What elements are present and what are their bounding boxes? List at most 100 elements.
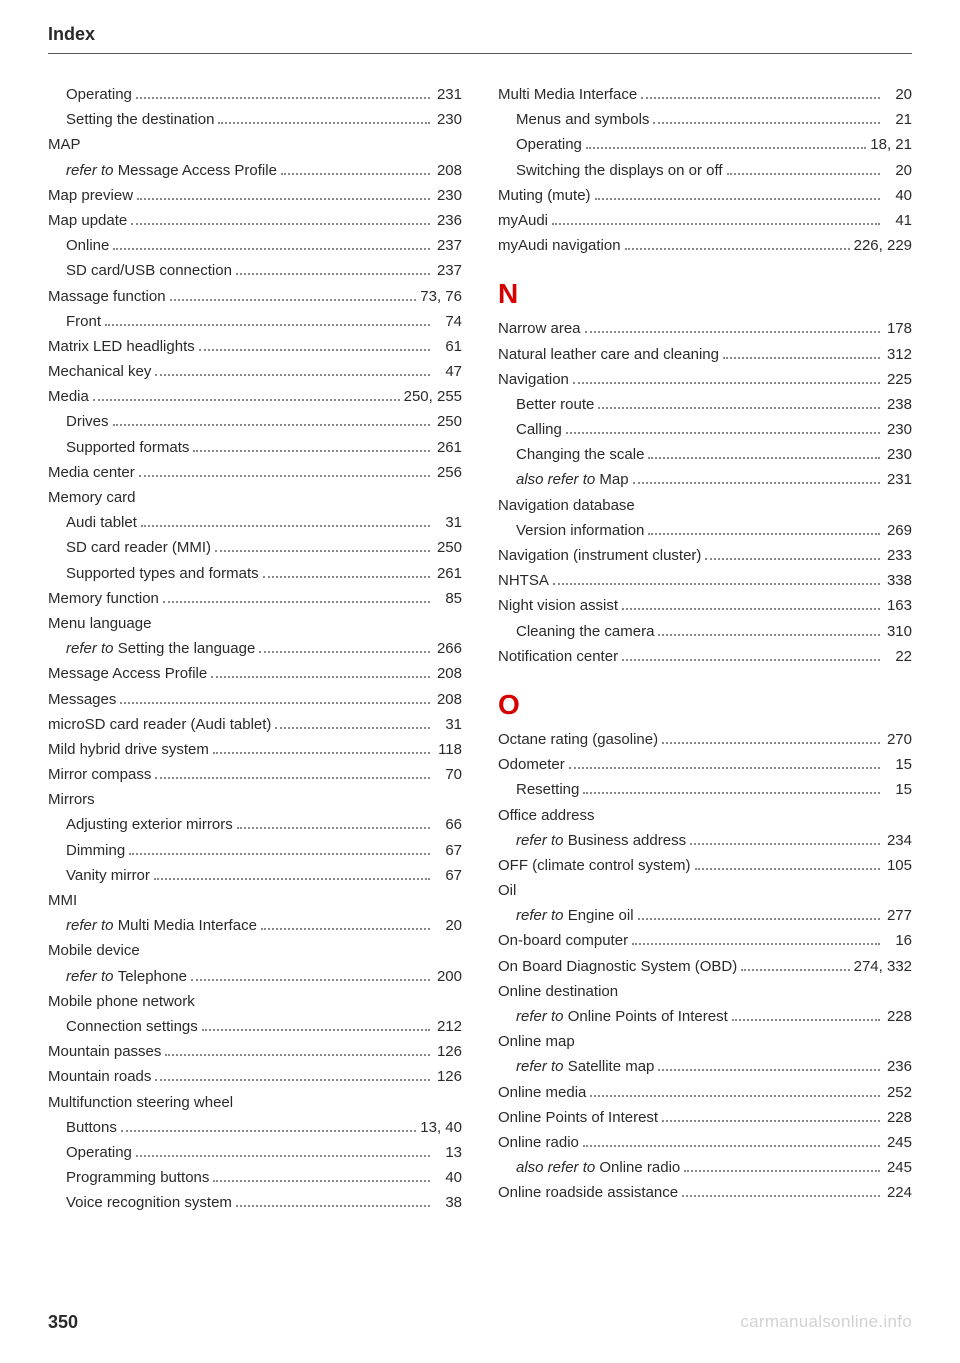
index-entry-page: 233 [884, 543, 912, 568]
index-entry: refer to Multi Media Interface20 [48, 913, 462, 938]
leader-dots [137, 198, 430, 200]
index-heading: MAP [48, 132, 462, 157]
index-entry: Mild hybrid drive system118 [48, 737, 462, 762]
index-entry: On Board Diagnostic System (OBD)274, 332 [498, 954, 912, 979]
index-entry-label: Message Access Profile [48, 661, 207, 686]
index-entry: Switching the displays on or off20 [498, 158, 912, 183]
index-entry-label: microSD card reader (Audi tablet) [48, 712, 271, 737]
index-entry-label: Operating [516, 132, 582, 157]
leader-dots [136, 97, 430, 99]
index-entry-label: Supported types and formats [66, 561, 259, 586]
index-heading: Online destination [498, 979, 912, 1004]
index-entry-page: 230 [884, 417, 912, 442]
index-heading: MMI [48, 888, 462, 913]
index-entry-label: Changing the scale [516, 442, 644, 467]
index-entry: Octane rating (gasoline)270 [498, 727, 912, 752]
index-entry: Media250, 255 [48, 384, 462, 409]
index-entry: Odometer15 [498, 752, 912, 777]
index-heading: Multifunction steering wheel [48, 1090, 462, 1115]
leader-dots [113, 424, 430, 426]
index-entry-page: 126 [434, 1064, 462, 1089]
index-entry-page: 310 [884, 619, 912, 644]
leader-dots [682, 1195, 880, 1197]
index-entry: Matrix LED headlights 61 [48, 334, 462, 359]
index-entry-label: Map update [48, 208, 127, 233]
index-entry-page: 250, 255 [404, 384, 462, 409]
leader-dots [658, 634, 880, 636]
leader-dots [641, 97, 880, 99]
index-entry-page: 261 [434, 561, 462, 586]
index-entry-page: 312 [884, 342, 912, 367]
index-entry: Navigation225 [498, 367, 912, 392]
index-entry: microSD card reader (Audi tablet)31 [48, 712, 462, 737]
index-entry-label: Resetting [516, 777, 579, 802]
leader-dots [202, 1029, 430, 1031]
leader-dots [218, 122, 430, 124]
index-entry: Mountain roads126 [48, 1064, 462, 1089]
index-entry-page: 15 [884, 752, 912, 777]
index-entry-page: 228 [884, 1004, 912, 1029]
index-entry-page: 61 [434, 334, 462, 359]
index-entry: Notification center22 [498, 644, 912, 669]
index-entry-label: Better route [516, 392, 594, 417]
index-entry-label: Version information [516, 518, 644, 543]
index-entry: On-board computer16 [498, 928, 912, 953]
index-entry-label: Connection settings [66, 1014, 198, 1039]
index-entry: Vanity mirror67 [48, 863, 462, 888]
index-entry-page: 237 [434, 233, 462, 258]
index-entry-label: Online media [498, 1080, 586, 1105]
leader-dots [136, 1155, 430, 1157]
index-entry: OFF (climate control system)105 [498, 853, 912, 878]
index-entry-page: 245 [884, 1130, 912, 1155]
index-entry-page: 38 [434, 1190, 462, 1215]
index-entry-label: Octane rating (gasoline) [498, 727, 658, 752]
leader-dots [622, 608, 880, 610]
index-entry-label: Mechanical key [48, 359, 151, 384]
index-entry-label: Notification center [498, 644, 618, 669]
leader-dots [583, 1145, 880, 1147]
index-entry: Menus and symbols21 [498, 107, 912, 132]
leader-dots [586, 147, 866, 149]
index-entry-page: 47 [434, 359, 462, 384]
index-entry-label: refer to Message Access Profile [66, 158, 277, 183]
index-entry: SD card reader (MMI)250 [48, 535, 462, 560]
index-entry-page: 67 [434, 863, 462, 888]
index-entry: Connection settings212 [48, 1014, 462, 1039]
index-entry-label: myAudi navigation [498, 233, 621, 258]
leader-dots [163, 601, 430, 603]
leader-dots [263, 576, 430, 578]
index-entry: refer to Setting the language266 [48, 636, 462, 661]
index-heading: Mobile phone network [48, 989, 462, 1014]
index-entry: Narrow area178 [498, 316, 912, 341]
index-entry: also refer to Online radio245 [498, 1155, 912, 1180]
index-heading: Navigation database [498, 493, 912, 518]
index-entry-label: Matrix LED headlights [48, 334, 195, 359]
index-entry: Audi tablet31 [48, 510, 462, 535]
index-entry: Programming buttons40 [48, 1165, 462, 1190]
index-entry-label: Natural leather care and cleaning [498, 342, 719, 367]
index-entry-page: 226, 229 [854, 233, 912, 258]
index-entry: Front74 [48, 309, 462, 334]
index-entry: Muting (mute)40 [498, 183, 912, 208]
index-entry-label: refer to Engine oil [516, 903, 634, 928]
leader-dots [727, 173, 880, 175]
index-entry: NHTSA338 [498, 568, 912, 593]
index-entry-label: Massage function [48, 284, 166, 309]
index-entry-page: 40 [884, 183, 912, 208]
leader-dots [131, 223, 430, 225]
index-entry: Online media252 [498, 1080, 912, 1105]
leader-dots [211, 676, 430, 678]
leader-dots [155, 1079, 430, 1081]
leader-dots [199, 349, 430, 351]
index-entry-label: SD card reader (MMI) [66, 535, 211, 560]
index-entry-page: 228 [884, 1105, 912, 1130]
index-entry-page: 231 [434, 82, 462, 107]
index-entry-label: On Board Diagnostic System (OBD) [498, 954, 737, 979]
leader-dots [275, 727, 430, 729]
index-entry-page: 245 [884, 1155, 912, 1180]
index-page: Index Operating231Setting the destinatio… [0, 0, 960, 1215]
index-entry-label: SD card/USB connection [66, 258, 232, 283]
index-entry-label: NHTSA [498, 568, 549, 593]
index-entry: Online roadside assistance224 [498, 1180, 912, 1205]
index-entry-label: On-board computer [498, 928, 628, 953]
